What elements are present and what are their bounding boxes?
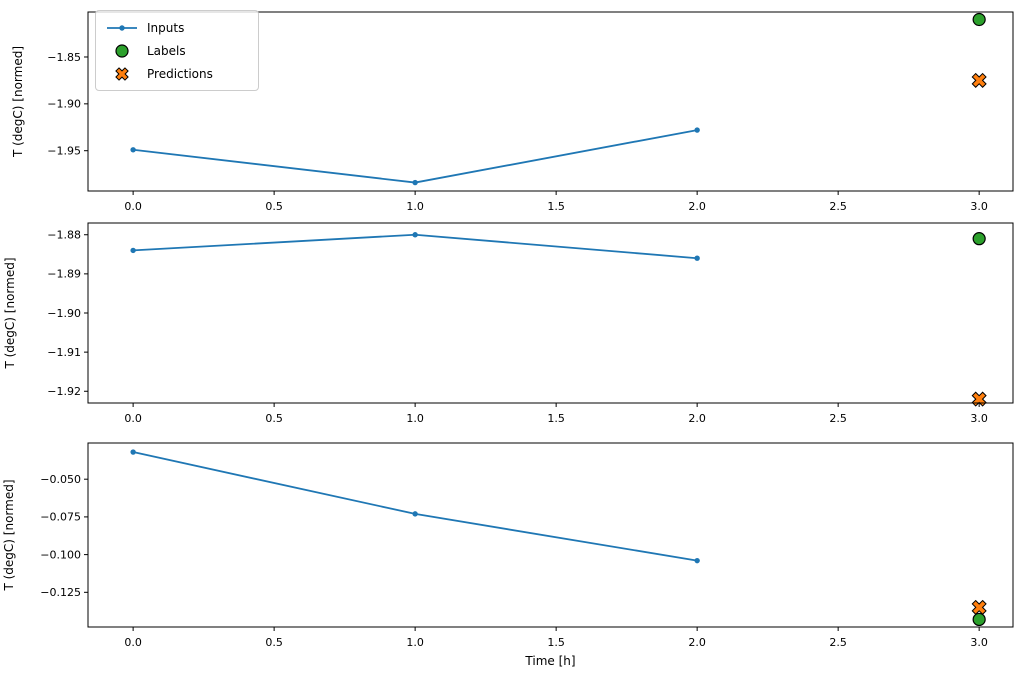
y-tick-label: −0.075: [40, 511, 81, 524]
y-tick-label: −1.92: [47, 385, 81, 398]
inputs-marker: [130, 247, 136, 254]
inputs-marker: [130, 449, 136, 455]
x-tick-label: 2.0: [688, 200, 706, 213]
inputs-line: [132, 451, 699, 562]
subplot-3: 0.0 0.5 1.0 1.5 2.0 2.5 3.0 −0.050 −0.075 −0.100 −…: [2, 442, 1014, 668]
predictions-x-icon: [105, 66, 139, 82]
x-tick-label: 2.0: [688, 636, 706, 649]
inputs-line-icon: [105, 22, 139, 34]
inputs-line: [132, 233, 699, 260]
labels-marker: [972, 232, 986, 246]
y-tick-label: −0.125: [40, 586, 81, 599]
x-tick-label: 0.0: [124, 636, 142, 649]
x-tick-label: 1.0: [406, 412, 424, 425]
legend-item-predictions: Predictions: [105, 63, 248, 84]
inputs-marker: [694, 255, 700, 261]
subplot-1: 0.0 0.5 1.0 1.5 2.0 2.5 3.0 −1.85 −1.90 −1.95 T (d…: [11, 11, 1014, 213]
x-tick-label: 2.5: [829, 412, 847, 425]
legend-item-labels: Labels: [105, 40, 248, 61]
inputs-marker: [412, 511, 418, 517]
y-tick-label: −1.88: [47, 229, 81, 242]
y-tick-label: −1.95: [47, 145, 81, 158]
y-axis-label: T (degC) [normed]: [2, 479, 16, 591]
axes-border: [87, 11, 1014, 192]
labels-marker: [972, 612, 986, 627]
axes-border: [87, 442, 1014, 628]
x-tick-label: 3.0: [970, 636, 988, 649]
x-tick-label: 1.5: [547, 636, 565, 649]
legend-label-inputs: Inputs: [147, 20, 185, 35]
legend: Inputs Labels Predictions: [95, 10, 259, 91]
x-tick-label: 1.0: [406, 200, 424, 213]
x-tick-label: 0.5: [265, 636, 283, 649]
labels-circle-icon: [105, 43, 139, 59]
inputs-marker: [130, 147, 136, 153]
legend-label-predictions: Predictions: [147, 66, 213, 81]
x-tick-label: 1.5: [547, 412, 565, 425]
inputs-line: [132, 129, 699, 184]
x-tick-label: 3.0: [970, 200, 988, 213]
legend-label-labels: Labels: [147, 43, 186, 58]
predictions-marker: [971, 599, 987, 615]
labels-marker: [972, 12, 986, 27]
x-tick-label: 0.5: [265, 412, 283, 425]
inputs-marker: [694, 557, 700, 564]
inputs-marker: [412, 179, 418, 186]
predictions-marker: [971, 72, 987, 88]
x-tick-label: 0.0: [124, 200, 142, 213]
x-tick-label: 1.5: [547, 200, 565, 213]
y-tick-label: −1.90: [47, 98, 81, 111]
y-tick-label: −0.050: [40, 473, 81, 486]
x-tick-label: 2.5: [829, 636, 847, 649]
y-tick-label: −1.90: [47, 307, 81, 320]
subplot-2: 0.0 0.5 1.0 1.5 2.0 2.5 3.0 −1.88 −1.89 −1.90 −1.9…: [3, 222, 1014, 425]
x-tick-label: 1.0: [406, 636, 424, 649]
legend-item-inputs: Inputs: [105, 17, 248, 38]
x-tick-label: 0.0: [124, 412, 142, 425]
x-tick-label: 2.0: [688, 412, 706, 425]
inputs-marker: [694, 127, 700, 133]
x-tick-label: 2.5: [829, 200, 847, 213]
inputs-marker: [412, 232, 418, 238]
y-tick-label: −0.100: [40, 548, 81, 561]
x-tick-label: 3.0: [970, 412, 988, 425]
y-tick-label: −1.89: [47, 268, 81, 281]
y-axis-label: T (degC) [normed]: [11, 46, 25, 158]
y-tick-label: −1.85: [47, 51, 81, 64]
axes-border: [87, 222, 1014, 404]
x-axis-label: Time [h]: [524, 654, 575, 668]
y-tick-label: −1.91: [47, 346, 81, 359]
y-axis-label: T (degC) [normed]: [3, 257, 17, 369]
x-tick-label: 0.5: [265, 200, 283, 213]
